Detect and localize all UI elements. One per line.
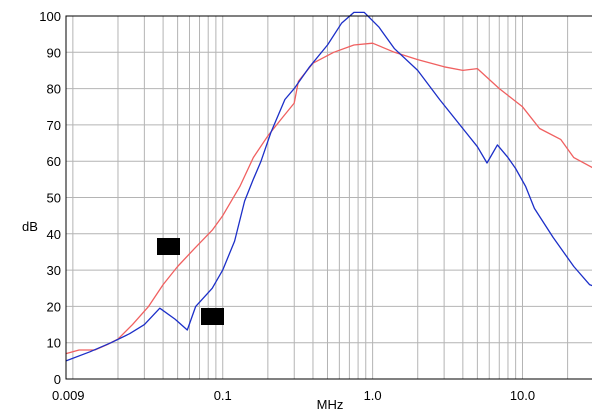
legend-marker-1: [157, 238, 180, 255]
y-axis-title: dB: [22, 219, 38, 234]
legend-marker-2: [201, 308, 224, 325]
y-tick-label: 60: [47, 154, 61, 169]
y-tick-labels: 0 10 20 30 40 50 60 70 80 90 100: [39, 9, 61, 387]
x-tick-label: 0.009: [52, 388, 85, 403]
y-tick-label: 100: [39, 9, 61, 24]
x-tick-label: 0.1: [214, 388, 232, 403]
y-tick-label: 30: [47, 263, 61, 278]
series-line-2: [65, 11, 592, 362]
y-tick-label: 10: [47, 336, 61, 351]
y-tick-label: 20: [47, 299, 61, 314]
y-tick-label: 80: [47, 82, 61, 97]
x-tick-label: 10.0: [510, 388, 535, 403]
x-tick-labels: 0.009 0.1 1.0 10.0: [52, 388, 535, 403]
y-tick-label: 40: [47, 227, 61, 242]
series-lines: [65, 11, 592, 362]
series-line-1: [65, 42, 592, 355]
y-tick-label: 0: [54, 372, 61, 387]
plot-frame: [65, 15, 592, 380]
y-tick-label: 70: [47, 118, 61, 133]
y-tick-label: 50: [47, 191, 61, 206]
x-tick-label: 1.0: [364, 388, 382, 403]
x-axis-title: MHz: [317, 397, 344, 412]
y-tick-label: 90: [47, 45, 61, 60]
